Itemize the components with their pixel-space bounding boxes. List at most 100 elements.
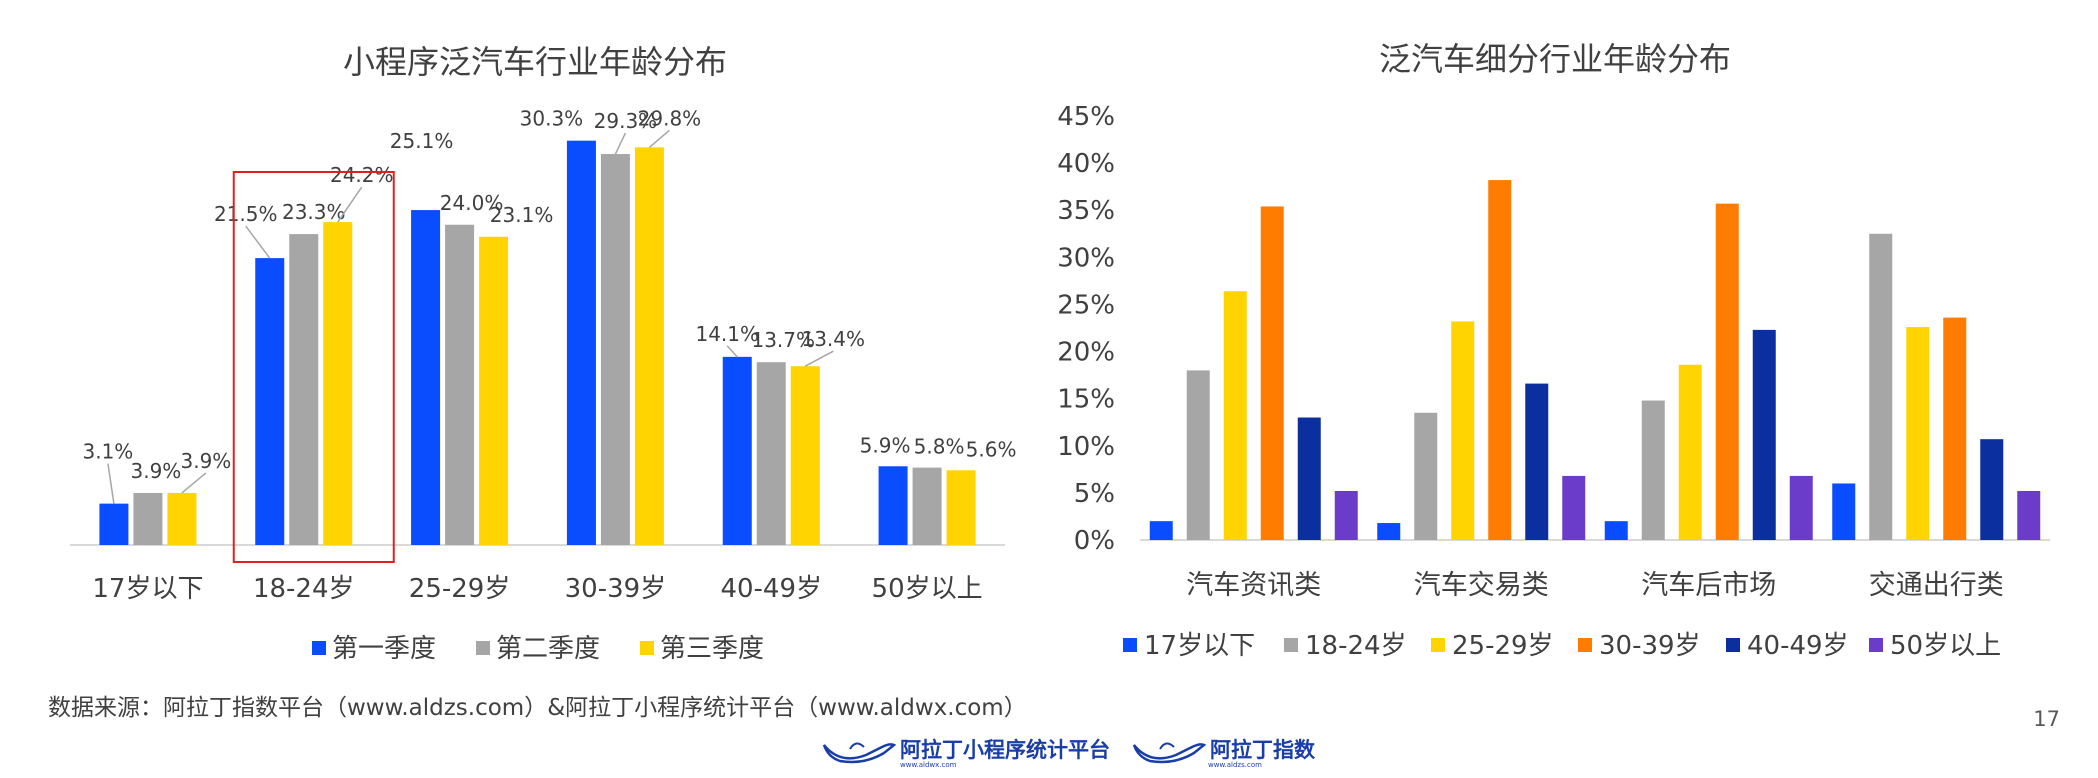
- legend-swatch-30-39岁: [1578, 638, 1592, 652]
- legend-swatch-17岁以下: [1123, 638, 1137, 652]
- bar-第二季度-30-39岁: [600, 154, 630, 545]
- segment-age-distribution-chart: 泛汽车细分行业年龄分布 0% 5% 10% 15% 20% 25% 30% 35% 40% 45% 汽…: [1057, 40, 2050, 661]
- bar-25-29岁-汽车交易类: [1451, 321, 1475, 540]
- bar-17岁以下-汽车后市场: [1604, 521, 1628, 540]
- bar-第二季度-18-24岁: [289, 234, 319, 545]
- legend: 17岁以下 18-24岁 25-29岁 30-39岁 40-49岁 50岁以上: [1123, 631, 2001, 661]
- x-tick-label: 汽车后市场: [1641, 570, 1776, 601]
- y-tick-label: 15%: [1057, 385, 1115, 415]
- x-tick-label: 50岁以上: [872, 574, 983, 604]
- bar-第二季度-40-49岁: [756, 362, 786, 545]
- y-tick-label: 35%: [1057, 196, 1115, 226]
- data-label: 24.0%: [440, 191, 504, 215]
- bar-40-49岁-汽车资讯类: [1297, 417, 1321, 540]
- bar-25-29岁-汽车后市场: [1678, 364, 1702, 540]
- data-label: 23.1%: [490, 203, 554, 227]
- bar-17岁以下-汽车交易类: [1377, 523, 1401, 540]
- y-tick-label: 40%: [1057, 149, 1115, 179]
- label-leader-line: [337, 186, 363, 223]
- data-label: 25.1%: [390, 129, 454, 153]
- y-tick-label: 10%: [1057, 432, 1115, 462]
- bar-25-29岁-汽车资讯类: [1223, 291, 1247, 540]
- data-label: 13.7%: [751, 328, 815, 352]
- legend-swatch-第一季度: [312, 641, 326, 655]
- label-leader-line: [181, 472, 207, 494]
- data-label: 5.9%: [860, 433, 911, 457]
- legend-swatch-40-49岁: [1726, 638, 1740, 652]
- bar-17岁以下-交通出行类: [1832, 483, 1856, 540]
- data-label: 29.3%: [594, 109, 658, 133]
- aldzs-logo: 阿拉丁指数 www.aldzs.com: [1130, 730, 1315, 770]
- x-tick-label: 汽车交易类: [1414, 570, 1549, 601]
- y-tick-label: 20%: [1057, 338, 1115, 368]
- aldwx-logo: 阿拉丁小程序统计平台 www.aldwx.com: [820, 730, 1110, 770]
- highlight-box: [232, 171, 395, 563]
- bar-第一季度-50岁以上: [878, 466, 908, 545]
- bar-30-39岁-汽车交易类: [1488, 180, 1512, 540]
- label-leader-line: [804, 350, 834, 367]
- bar-第一季度-17岁以下: [99, 503, 129, 545]
- legend-label: 30-39岁: [1599, 631, 1701, 661]
- bar-18-24岁-汽车资讯类: [1186, 370, 1210, 540]
- label-leader-line: [726, 345, 738, 358]
- bar-50岁以上-汽车资讯类: [1334, 491, 1358, 540]
- bar-第三季度-25-29岁: [479, 236, 509, 545]
- data-label: 5.6%: [966, 437, 1017, 461]
- bar-第一季度-40-49岁: [722, 356, 752, 545]
- bar-第一季度-18-24岁: [255, 258, 285, 545]
- x-tick-label: 17岁以下: [92, 574, 203, 604]
- x-tick-label: 30-39岁: [565, 574, 667, 604]
- x-tick-label: 40-49岁: [720, 574, 822, 604]
- bar-40-49岁-交通出行类: [1980, 439, 2004, 540]
- aldwx-logo-url: www.aldwx.com: [900, 761, 957, 769]
- bar-50岁以上-交通出行类: [2017, 491, 2041, 540]
- bar-18-24岁-汽车交易类: [1414, 412, 1438, 540]
- page-number: 17: [2033, 707, 2060, 731]
- bar-第三季度-40-49岁: [790, 366, 820, 545]
- legend-label: 25-29岁: [1452, 631, 1554, 661]
- legend-label: 40-49岁: [1747, 631, 1849, 661]
- legend-swatch-25-29岁: [1431, 638, 1445, 652]
- bar-第三季度-17岁以下: [167, 492, 197, 545]
- bar-第三季度-30-39岁: [634, 147, 664, 545]
- legend-label: 50岁以上: [1890, 631, 2001, 661]
- x-tick-label: 18-24岁: [253, 574, 355, 604]
- data-label: 3.9%: [131, 459, 182, 483]
- bar-40-49岁-汽车交易类: [1525, 383, 1549, 540]
- data-label: 29.8%: [638, 106, 702, 130]
- legend-label: 18-24岁: [1305, 631, 1407, 661]
- data-label: 3.1%: [83, 440, 134, 464]
- chart-title: 泛汽车细分行业年龄分布: [1379, 40, 1731, 78]
- x-tick-label: 交通出行类: [1869, 570, 2004, 601]
- data-label: 30.3%: [520, 107, 584, 131]
- lamp-icon: [1132, 742, 1206, 764]
- label-leader-line: [648, 129, 670, 148]
- data-label: 13.4%: [801, 327, 865, 351]
- bar-30-39岁-汽车资讯类: [1260, 206, 1284, 540]
- legend-label: 第三季度: [660, 634, 764, 664]
- bar-18-24岁-汽车后市场: [1641, 400, 1665, 540]
- bar-40-49岁-汽车后市场: [1752, 329, 1776, 540]
- aldzs-logo-text: 阿拉丁指数: [1210, 737, 1315, 762]
- data-label: 23.3%: [282, 200, 346, 224]
- chart-title: 小程序泛汽车行业年龄分布: [343, 43, 727, 81]
- y-tick-label: 30%: [1057, 243, 1115, 273]
- bar-17岁以下-汽车资讯类: [1149, 521, 1173, 540]
- y-tick-label: 0%: [1074, 526, 1115, 556]
- bar-30-39岁-汽车后市场: [1715, 203, 1739, 541]
- legend-label: 17岁以下: [1144, 631, 1255, 661]
- legend-swatch-第三季度: [640, 641, 654, 655]
- bar-50岁以上-汽车后市场: [1789, 475, 1813, 540]
- data-label: 24.2%: [330, 163, 394, 187]
- label-leader-line: [245, 225, 271, 259]
- data-label: 14.1%: [695, 322, 759, 346]
- bar-18-24岁-交通出行类: [1869, 233, 1893, 540]
- lamp-icon: [822, 742, 896, 764]
- y-tick-label: 5%: [1074, 479, 1115, 509]
- bar-第一季度-25-29岁: [411, 210, 441, 545]
- aldzs-logo-url: www.aldzs.com: [1208, 761, 1262, 769]
- bar-第二季度-25-29岁: [445, 224, 475, 545]
- bar-第二季度-50岁以上: [912, 467, 942, 545]
- bar-第二季度-17岁以下: [133, 492, 163, 545]
